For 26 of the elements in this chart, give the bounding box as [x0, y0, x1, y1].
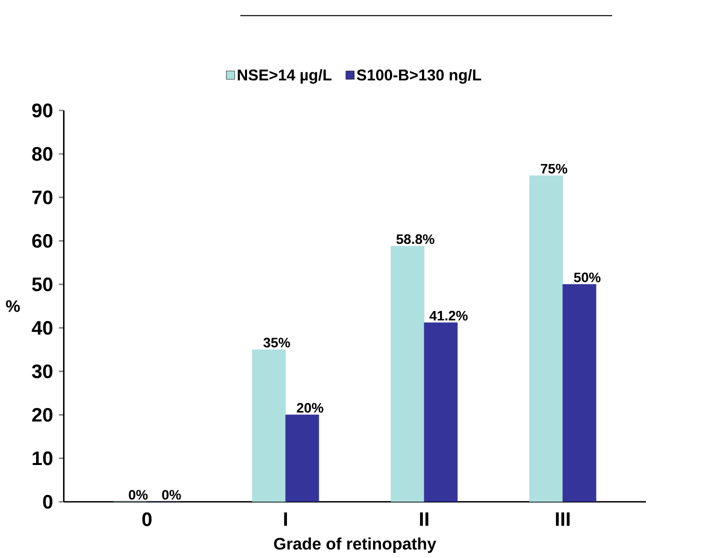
data-label: 20%	[296, 402, 324, 412]
data-label: 35%	[263, 338, 290, 348]
data-label: 75%	[540, 164, 568, 174]
y-tick-label: 20	[32, 408, 52, 422]
y-axis-title: %	[6, 300, 20, 312]
x-tick-label: III	[556, 512, 570, 526]
data-label: 50%	[574, 272, 601, 282]
legend-label: S100-B>130 ng/L	[356, 68, 482, 84]
data-label: 0%	[162, 490, 181, 500]
x-axis-title: Grade of retinopathy	[274, 537, 436, 553]
y-tick-label: 80	[32, 146, 52, 161]
y-tick-label: 10	[32, 451, 52, 466]
data-label: 58.8%	[396, 234, 434, 244]
data-label: 41.2%	[429, 310, 468, 320]
y-tick-label: 40	[32, 320, 52, 335]
legend-label: NSE>14 µg/L	[238, 68, 332, 84]
y-tick-label: 50	[32, 277, 52, 292]
y-tick-label: 30	[32, 364, 52, 378]
y-tick-label: 90	[32, 103, 52, 118]
y-tick-label: 0	[43, 494, 52, 508]
y-tick-label: 70	[32, 190, 52, 204]
y-tick-label: 60	[32, 234, 52, 248]
x-tick-label: 0	[142, 512, 152, 526]
data-label: 0%	[128, 490, 148, 500]
x-tick-label: I	[284, 512, 287, 526]
x-tick-label: II	[420, 512, 428, 526]
